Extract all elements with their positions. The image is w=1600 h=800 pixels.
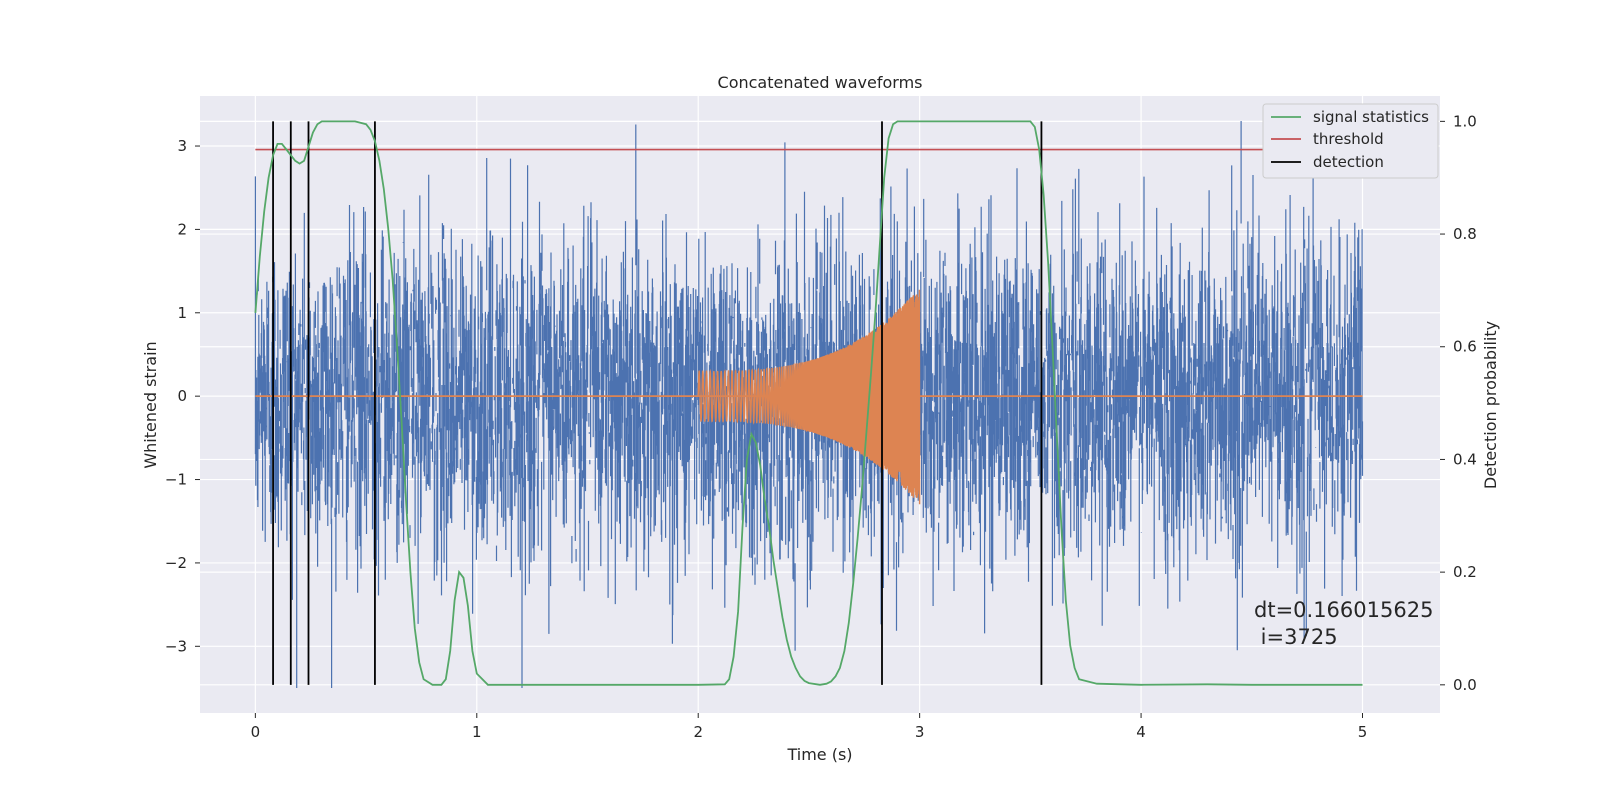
y-tick-label: 0 [177,387,187,405]
y-axis-right-label: Detection probability [1481,321,1500,489]
annotation-i: i=3725 [1254,625,1338,649]
x-tick-label: 5 [1358,723,1368,741]
annotation-dt: dt=0.166015625 [1254,598,1433,622]
y-right-tick-label: 0.8 [1453,225,1477,243]
legend-label-threshold: threshold [1313,130,1384,148]
y-tick-label: −1 [165,471,187,489]
legend-box [1262,103,1439,179]
y-tick-label: 3 [177,137,187,155]
detection-lines [272,121,1043,685]
chart-title: Concatenated waveforms [718,73,923,92]
y-tick-label: 2 [177,220,187,238]
y-right-tick-label: 1.0 [1453,112,1477,130]
legend-label-signal-statistics: signal statistics [1313,108,1429,126]
y-tick-label: −2 [165,554,187,572]
x-tick-label: 0 [251,723,261,741]
y-tick-label: 1 [177,304,187,322]
y-right-tick-label: 0.0 [1453,676,1477,694]
x-tick-label: 3 [915,723,925,741]
y-right-tick-label: 0.4 [1453,450,1477,468]
legend: signal statistics threshold detection [1262,103,1439,179]
legend-label-detection: detection [1313,153,1384,171]
y-axis-label: Whitened strain [141,341,160,468]
x-tick-label: 1 [472,723,482,741]
x-axis-label: Time (s) [786,745,852,764]
y-right-tick-label: 0.6 [1453,338,1477,356]
y-right-tick-label: 0.2 [1453,563,1477,581]
annotation: dt=0.166015625 i=3725 [1254,598,1433,649]
tick-layer: 0 1 2 3 4 5 −3 −2 −1 0 1 2 3 0.0 0.2 0.4 0.6 0.8 1.0 [165,112,1477,741]
x-tick-label: 4 [1136,723,1146,741]
x-tick-label: 2 [693,723,703,741]
signal-statistics-line [254,120,1363,686]
y-tick-label: −3 [165,637,187,655]
plot-content [254,120,1385,688]
